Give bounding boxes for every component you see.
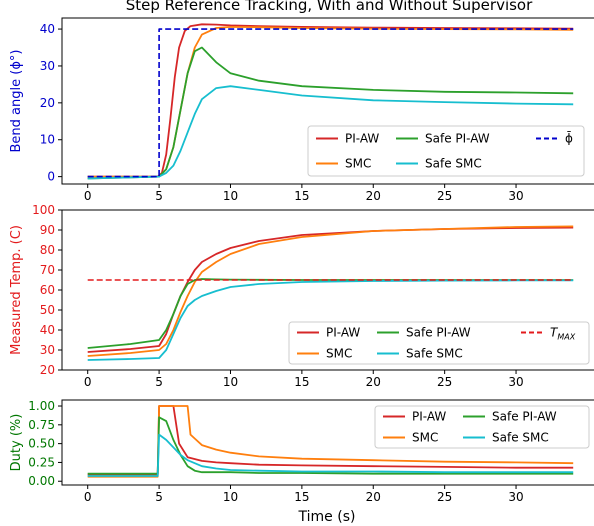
legend-label: SMC (412, 431, 438, 445)
y-tick-label: 40 (40, 323, 55, 337)
legend-box (307, 125, 585, 177)
legend-label: Safe SMC (406, 347, 463, 361)
y-tick-label: 0.75 (28, 418, 55, 432)
y-tick-label: 0.50 (28, 437, 55, 451)
x-axis-label: Time (s) (298, 509, 356, 525)
axes-frame (61, 399, 594, 486)
series-line-smc (87, 405, 574, 478)
y-tick-label: 50 (40, 303, 55, 317)
y-tick-label: 10 (40, 133, 55, 147)
y-tick-label: 30 (40, 343, 55, 357)
x-tick-label: 20 (366, 189, 381, 203)
x-tick-label: 30 (508, 189, 523, 203)
series-line-safe-smc (87, 279, 574, 361)
legend-label: Safe PI-AW (492, 410, 557, 424)
legend-box (374, 405, 590, 449)
series-line-smc (87, 225, 574, 357)
legend-label: PI-AW (412, 410, 446, 424)
series-line-safe-smc (87, 433, 574, 477)
y-tick-label: 80 (40, 243, 55, 257)
x-tick-label: 0 (84, 375, 92, 389)
x-tick-label: 15 (294, 490, 309, 504)
x-tick-label: 15 (294, 375, 309, 389)
y-tick-label: 0.25 (28, 455, 55, 469)
x-tick-label: 15 (294, 189, 309, 203)
x-tick-label: 10 (223, 189, 238, 203)
y-tick-label: 70 (40, 263, 55, 277)
series-line- (87, 28, 574, 178)
chart-panel-1: 0 5 10 15 20 25 30 0 10 20 30 40 Bend angle (ϕ°) PI-A… (9, 17, 594, 203)
y-axis-label: Duty (%) (9, 414, 24, 472)
y-tick-label: 100 (32, 203, 55, 217)
series-line-pi-aw (87, 23, 574, 178)
y-tick-label: 30 (40, 59, 55, 73)
legend: PI-AW SMC Safe PI-AW Safe SMC (374, 405, 590, 449)
x-tick-label: 5 (155, 490, 163, 504)
legend-label: Safe SMC (425, 157, 482, 171)
x-tick-label: 10 (223, 375, 238, 389)
x-tick-label: 5 (155, 375, 163, 389)
x-tick-label: 0 (84, 189, 92, 203)
legend-label: ϕ̄ (565, 131, 573, 145)
chart-panel-3: 0 5 10 15 20 25 30 0.00 0.25 0.50 0.75 1.00 Duty (%)… (9, 399, 594, 504)
legend-label: Safe PI-AW (406, 326, 471, 340)
x-tick-label: 25 (437, 490, 452, 504)
y-tick-label: 20 (40, 363, 55, 377)
x-tick-label: 20 (366, 375, 381, 389)
x-tick-label: 25 (437, 189, 452, 203)
y-axis-label: Bend angle (ϕ°) (9, 50, 24, 153)
y-tick-label: 90 (40, 223, 55, 237)
legend: PI-AW SMC Safe PI-AW Safe SMC ϕ̄ (307, 125, 585, 177)
legend-label: PI-AW (345, 132, 379, 146)
x-tick-label: 20 (366, 490, 381, 504)
y-tick-label: 20 (40, 96, 55, 110)
y-tick-label: 60 (40, 283, 55, 297)
y-tick-label: 0 (47, 170, 55, 184)
legend-label: SMC (326, 347, 352, 361)
x-tick-label: 25 (437, 375, 452, 389)
series-line-safe-pi-aw (87, 46, 574, 180)
chart-panel-2: 0 5 10 15 20 25 30 20 30 40 50 60 70 80 90 100 Measured … (9, 203, 594, 389)
x-tick-label: 0 (84, 490, 92, 504)
y-tick-label: 0.00 (28, 474, 55, 488)
figure-title: Step Reference Tracking, With and Withou… (126, 0, 533, 14)
series-line-safe-pi-aw (87, 416, 574, 475)
y-tick-label: 40 (40, 22, 55, 36)
legend-label: Safe PI-AW (425, 132, 490, 146)
x-tick-label: 5 (155, 189, 163, 203)
y-tick-label: 1.00 (28, 399, 55, 413)
x-tick-label: 30 (508, 490, 523, 504)
legend-box (288, 321, 590, 365)
y-axis-label: Measured Temp. (C) (9, 225, 24, 355)
legend-label: PI-AW (326, 326, 360, 340)
axes-frame (61, 17, 594, 185)
legend-label: SMC (345, 157, 371, 171)
x-tick-label: 30 (508, 375, 523, 389)
series-line-safe-smc (87, 85, 574, 180)
x-tick-label: 10 (223, 490, 238, 504)
legend-label: Safe SMC (492, 431, 549, 445)
legend-label-subscript: MAX (557, 333, 575, 342)
